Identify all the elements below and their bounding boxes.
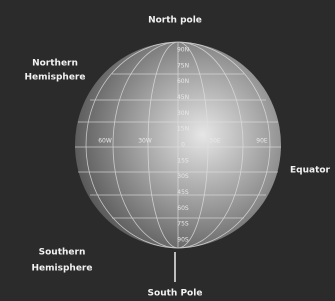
latitude-label: 90N [177,47,189,54]
latitude-label: 75S [177,221,189,228]
southern-hemisphere-label: Southern [39,248,86,258]
longitude-label: 30W [138,138,152,145]
latitude-label: 45S [177,189,189,196]
longitude-label: 90E [256,138,268,145]
latitude-label: 75N [177,62,189,69]
latitude-label: 60N [177,78,189,85]
northern-hemisphere-label: Hemisphere [25,73,86,83]
latitude-label: 0 [181,142,185,149]
page: North pole Northern Hemisphere Southern … [0,0,335,301]
latitude-label: 30S [177,173,189,180]
diagram: North pole Northern Hemisphere Southern … [0,0,335,301]
southern-hemisphere-label: Hemisphere [32,264,93,274]
south-pole-label: South Pole [148,289,203,299]
latitude-label: 15N [177,126,189,133]
latitude-label: 45N [177,94,189,101]
north-pole-label: North pole [148,16,202,26]
latitude-label: 15S [177,157,189,164]
equator-label: Equator [290,166,331,176]
longitude-label: 60W [98,138,112,145]
latitude-label: 30N [177,110,189,117]
longitude-label: 30E [209,138,221,145]
latitude-label: 60S [177,205,189,212]
northern-hemisphere-label: Northern [32,59,78,69]
latitude-label: 90S [177,237,189,244]
